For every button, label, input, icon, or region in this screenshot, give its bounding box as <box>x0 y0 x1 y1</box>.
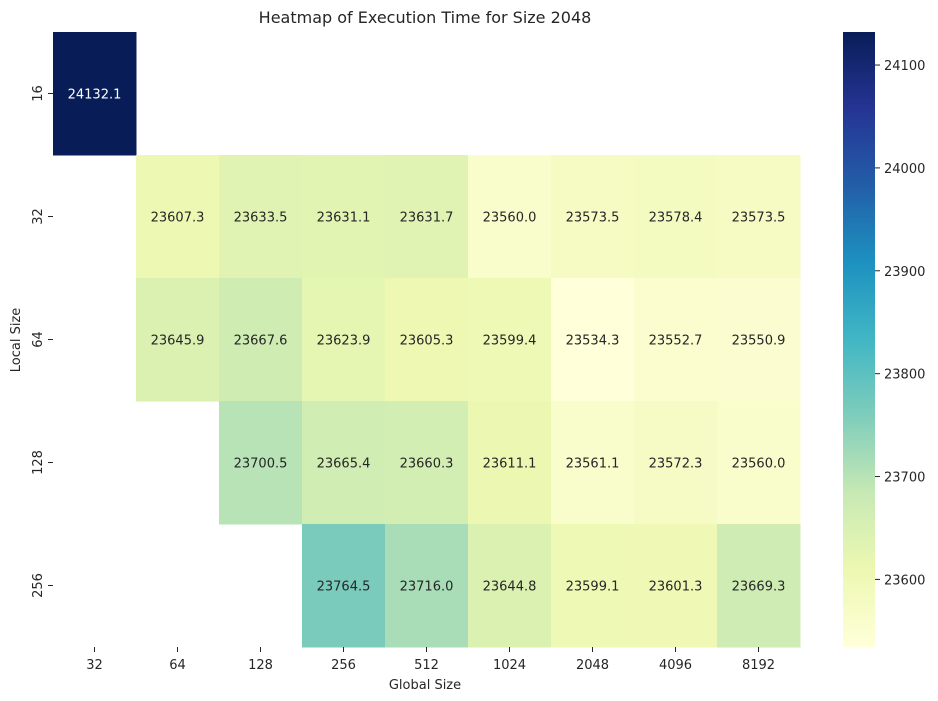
heatmap-cell <box>385 524 469 648</box>
cell-value-label: 23607.3 <box>151 211 205 226</box>
cell-value-label: 23700.5 <box>234 457 288 472</box>
cell-value-label: 23552.7 <box>649 334 703 349</box>
y-tick-label: 128 <box>31 450 46 475</box>
y-tick-label: 16 <box>31 85 46 102</box>
y-tick-label: 64 <box>31 331 46 348</box>
heatmap-cell <box>717 278 801 402</box>
heatmap-cell <box>385 278 469 402</box>
cell-value-label: 23631.1 <box>317 211 371 226</box>
heatmap-cell <box>551 278 635 402</box>
x-tick-label: 512 <box>414 658 439 673</box>
heatmap-cell <box>53 32 137 156</box>
x-tick-label: 64 <box>169 658 186 673</box>
colorbar-tick-label: 23800 <box>884 368 925 383</box>
x-axis-ticks: 32 64 128 256 512 1024 2048 4096 8192 <box>86 647 775 673</box>
cell-value-label: 23764.5 <box>317 580 371 595</box>
cell-value-label: 23560.0 <box>483 211 537 226</box>
cell-value-label: 23645.9 <box>151 334 205 349</box>
cell-value-label: 23631.7 <box>400 211 454 226</box>
colorbar-tick-label: 24100 <box>884 59 925 74</box>
cell-value-label: 23601.3 <box>649 580 703 595</box>
cell-value-label: 23534.3 <box>566 334 620 349</box>
x-tick-label: 4096 <box>659 658 692 673</box>
colorbar-tick-label: 23700 <box>884 471 925 486</box>
heatmap-cell <box>302 155 386 279</box>
heatmap-cells: 24132.1 23607.3 23633.5 23631.1 23631.7 23560… <box>53 32 801 648</box>
heatmap-cell <box>219 278 303 402</box>
cell-value-label: 23561.1 <box>566 457 620 472</box>
heatmap-cell <box>302 278 386 402</box>
colorbar-ticks: 23600 23700 23800 23900 24000 24100 <box>875 59 925 588</box>
cell-value-label: 23644.8 <box>483 580 537 595</box>
x-tick-label: 8192 <box>742 658 775 673</box>
cell-value-label: 23572.3 <box>649 457 703 472</box>
cell-value-label: 23611.1 <box>483 457 537 472</box>
heatmap-cell <box>717 401 801 525</box>
y-tick-label: 256 <box>31 573 46 598</box>
cell-value-label: 23573.5 <box>732 211 786 226</box>
heatmap-cell <box>551 524 635 648</box>
cell-value-label: 23665.4 <box>317 457 371 472</box>
x-tick-label: 2048 <box>576 658 609 673</box>
x-tick-label: 256 <box>331 658 356 673</box>
x-tick-label: 128 <box>248 658 273 673</box>
heatmap-cell <box>468 524 552 648</box>
colorbar-tick-label: 24000 <box>884 162 925 177</box>
cell-value-label: 23599.1 <box>566 580 620 595</box>
colorbar-tick-label: 23600 <box>884 573 925 588</box>
cell-value-label: 24132.1 <box>68 88 122 103</box>
x-tick-label: 1024 <box>493 658 526 673</box>
y-axis-label: Local Size <box>9 308 24 373</box>
cell-value-label: 23667.6 <box>234 334 288 349</box>
cell-value-label: 23578.4 <box>649 211 703 226</box>
heatmap-cell <box>634 155 718 279</box>
cell-value-label: 23605.3 <box>400 334 454 349</box>
heatmap-cell <box>551 155 635 279</box>
cell-value-label: 23669.3 <box>732 580 786 595</box>
x-tick-label: 32 <box>86 658 103 673</box>
chart-title: Heatmap of Execution Time for Size 2048 <box>259 8 592 27</box>
heatmap-cell <box>219 401 303 525</box>
colorbar-tick-label: 23900 <box>884 265 925 280</box>
cell-value-label: 23633.5 <box>234 211 288 226</box>
colorbar <box>843 32 875 647</box>
heatmap-cell <box>551 401 635 525</box>
cell-value-label: 23550.9 <box>732 334 786 349</box>
heatmap-cell <box>468 278 552 402</box>
heatmap-cell <box>634 401 718 525</box>
heatmap-cell <box>468 401 552 525</box>
heatmap-cell <box>302 524 386 648</box>
heatmap-cell <box>385 401 469 525</box>
cell-value-label: 23716.0 <box>400 580 454 595</box>
heatmap-cell <box>385 155 469 279</box>
heatmap-cell <box>136 278 220 402</box>
cell-value-label: 23560.0 <box>732 457 786 472</box>
heatmap-cell <box>634 524 718 648</box>
heatmap-cell <box>302 401 386 525</box>
cell-value-label: 23573.5 <box>566 211 620 226</box>
heatmap-cell <box>136 155 220 279</box>
heatmap-cell <box>219 155 303 279</box>
cell-value-label: 23660.3 <box>400 457 454 472</box>
y-axis-ticks: 16 32 64 128 256 <box>31 85 53 598</box>
cell-value-label: 23623.9 <box>317 334 371 349</box>
cell-value-label: 23599.4 <box>483 334 537 349</box>
heatmap-cell <box>717 155 801 279</box>
heatmap-cell <box>468 155 552 279</box>
x-axis-label: Global Size <box>389 678 461 693</box>
y-tick-label: 32 <box>31 208 46 225</box>
heatmap-cell <box>634 278 718 402</box>
heatmap-cell <box>717 524 801 648</box>
